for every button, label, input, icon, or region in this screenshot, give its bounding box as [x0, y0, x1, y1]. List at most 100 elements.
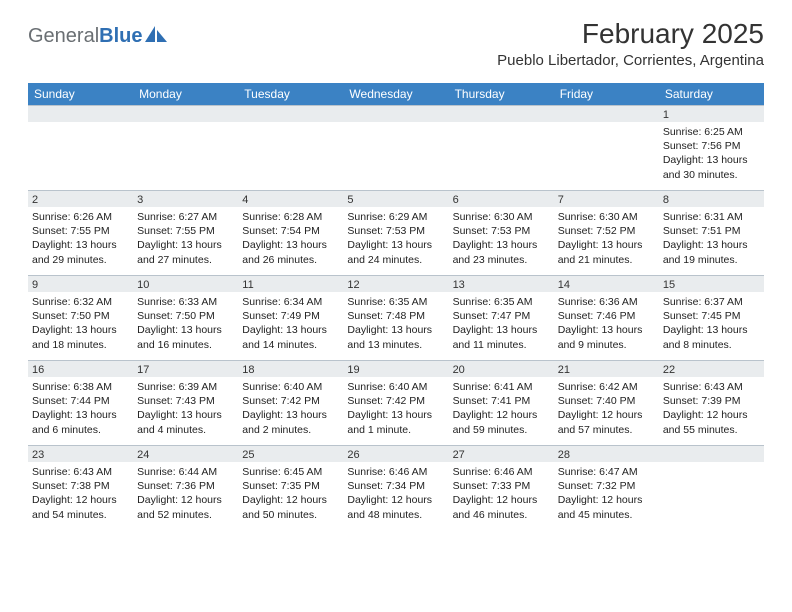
location: Pueblo Libertador, Corrientes, Argentina [497, 52, 764, 69]
daylight-text: Daylight: 13 hours and 9 minutes. [558, 323, 655, 351]
daylight-text: Daylight: 13 hours and 29 minutes. [32, 238, 129, 266]
day-cell: 4 Sunrise: 6:28 AMSunset: 7:54 PMDaylight… [238, 191, 343, 275]
day-cell: 24Sunrise: 6:44 AMSunset: 7:36 PMDayligh… [133, 446, 238, 530]
calendar: SundayMondayTuesdayWednesdayThursdayFrid… [28, 83, 764, 530]
sunrise-text: Sunrise: 6:40 AM [242, 380, 339, 394]
day-cell: 16Sunrise: 6:38 AMSunset: 7:44 PMDayligh… [28, 361, 133, 445]
sunrise-text: Sunrise: 6:29 AM [347, 210, 444, 224]
day-number: 28 [554, 446, 659, 462]
sunset-text: Sunset: 7:47 PM [453, 309, 550, 323]
day-number: 17 [133, 361, 238, 377]
sunrise-text: Sunrise: 6:30 AM [453, 210, 550, 224]
month-title: February 2025 [497, 18, 764, 50]
day-number: 14 [554, 276, 659, 292]
day-number: 9 [28, 276, 133, 292]
day-cell: 18Sunrise: 6:40 AMSunset: 7:42 PMDayligh… [238, 361, 343, 445]
day-number [343, 106, 448, 122]
day-cell: 3Sunrise: 6:27 AMSunset: 7:55 PMDaylight… [133, 191, 238, 275]
day-number: 19 [343, 361, 448, 377]
sunset-text: Sunset: 7:42 PM [242, 394, 339, 408]
day-number [133, 106, 238, 122]
day-number: 22 [659, 361, 764, 377]
daylight-text: Daylight: 13 hours and 2 minutes. [242, 408, 339, 436]
daylight-text: Daylight: 12 hours and 52 minutes. [137, 493, 234, 521]
week-row: 1Sunrise: 6:25 AMSunset: 7:56 PMDaylight… [28, 105, 764, 190]
sunset-text: Sunset: 7:55 PM [32, 224, 129, 238]
day-cell: 5Sunrise: 6:29 AMSunset: 7:53 PMDaylight… [343, 191, 448, 275]
sunset-text: Sunset: 7:35 PM [242, 479, 339, 493]
day-number [238, 106, 343, 122]
day-cell: 17Sunrise: 6:39 AMSunset: 7:43 PMDayligh… [133, 361, 238, 445]
weekday-header: Sunday [28, 83, 133, 105]
day-number: 25 [238, 446, 343, 462]
sunrise-text: Sunrise: 6:46 AM [347, 465, 444, 479]
day-cell: 14Sunrise: 6:36 AMSunset: 7:46 PMDayligh… [554, 276, 659, 360]
sunset-text: Sunset: 7:52 PM [558, 224, 655, 238]
day-number: 16 [28, 361, 133, 377]
day-number [449, 106, 554, 122]
daylight-text: Daylight: 13 hours and 16 minutes. [137, 323, 234, 351]
day-number [28, 106, 133, 122]
sunrise-text: Sunrise: 6:28 AM [242, 210, 339, 224]
sunrise-text: Sunrise: 6:42 AM [558, 380, 655, 394]
sunrise-text: Sunrise: 6:36 AM [558, 295, 655, 309]
logo-text-blue: Blue [99, 25, 142, 48]
weekday-header-row: SundayMondayTuesdayWednesdayThursdayFrid… [28, 83, 764, 105]
sunset-text: Sunset: 7:48 PM [347, 309, 444, 323]
sunrise-text: Sunrise: 6:46 AM [453, 465, 550, 479]
sunset-text: Sunset: 7:45 PM [663, 309, 760, 323]
day-number: 13 [449, 276, 554, 292]
daylight-text: Daylight: 12 hours and 45 minutes. [558, 493, 655, 521]
sunrise-text: Sunrise: 6:47 AM [558, 465, 655, 479]
sunset-text: Sunset: 7:51 PM [663, 224, 760, 238]
day-cell: 23Sunrise: 6:43 AMSunset: 7:38 PMDayligh… [28, 446, 133, 530]
sunrise-text: Sunrise: 6:30 AM [558, 210, 655, 224]
day-cell: 8Sunrise: 6:31 AMSunset: 7:51 PMDaylight… [659, 191, 764, 275]
daylight-text: Daylight: 13 hours and 21 minutes. [558, 238, 655, 266]
day-cell: 2 Sunrise: 6:26 AMSunset: 7:55 PMDaylight… [28, 191, 133, 275]
day-cell: 19Sunrise: 6:40 AMSunset: 7:42 PMDayligh… [343, 361, 448, 445]
sunset-text: Sunset: 7:49 PM [242, 309, 339, 323]
sunrise-text: Sunrise: 6:37 AM [663, 295, 760, 309]
daylight-text: Daylight: 12 hours and 54 minutes. [32, 493, 129, 521]
sunset-text: Sunset: 7:54 PM [242, 224, 339, 238]
logo-sail-icon [145, 24, 169, 49]
day-cell [554, 106, 659, 190]
daylight-text: Daylight: 13 hours and 18 minutes. [32, 323, 129, 351]
daylight-text: Daylight: 12 hours and 48 minutes. [347, 493, 444, 521]
sunrise-text: Sunrise: 6:39 AM [137, 380, 234, 394]
daylight-text: Daylight: 12 hours and 55 minutes. [663, 408, 760, 436]
sunrise-text: Sunrise: 6:43 AM [663, 380, 760, 394]
day-number: 1 [659, 106, 764, 122]
daylight-text: Daylight: 13 hours and 30 minutes. [663, 153, 760, 181]
day-cell: 13Sunrise: 6:35 AMSunset: 7:47 PMDayligh… [449, 276, 554, 360]
daylight-text: Daylight: 13 hours and 26 minutes. [242, 238, 339, 266]
weekday-header: Monday [133, 83, 238, 105]
weekday-header: Thursday [449, 83, 554, 105]
day-number: 2 [28, 191, 133, 207]
day-number: 4 [238, 191, 343, 207]
sunrise-text: Sunrise: 6:33 AM [137, 295, 234, 309]
sunrise-text: Sunrise: 6:26 AM [32, 210, 129, 224]
day-number: 27 [449, 446, 554, 462]
day-cell: 26Sunrise: 6:46 AMSunset: 7:34 PMDayligh… [343, 446, 448, 530]
day-cell: 25Sunrise: 6:45 AMSunset: 7:35 PMDayligh… [238, 446, 343, 530]
day-cell: 12Sunrise: 6:35 AMSunset: 7:48 PMDayligh… [343, 276, 448, 360]
day-number: 3 [133, 191, 238, 207]
sunrise-text: Sunrise: 6:38 AM [32, 380, 129, 394]
sunset-text: Sunset: 7:36 PM [137, 479, 234, 493]
sunset-text: Sunset: 7:55 PM [137, 224, 234, 238]
sunrise-text: Sunrise: 6:41 AM [453, 380, 550, 394]
day-number: 20 [449, 361, 554, 377]
week-row: 9Sunrise: 6:32 AMSunset: 7:50 PMDaylight… [28, 275, 764, 360]
daylight-text: Daylight: 13 hours and 1 minute. [347, 408, 444, 436]
day-cell: 11Sunrise: 6:34 AMSunset: 7:49 PMDayligh… [238, 276, 343, 360]
day-cell: 15Sunrise: 6:37 AMSunset: 7:45 PMDayligh… [659, 276, 764, 360]
day-cell [659, 446, 764, 530]
daylight-text: Daylight: 13 hours and 27 minutes. [137, 238, 234, 266]
day-number [554, 106, 659, 122]
sunset-text: Sunset: 7:42 PM [347, 394, 444, 408]
daylight-text: Daylight: 13 hours and 24 minutes. [347, 238, 444, 266]
logo-text-general: General [28, 25, 99, 48]
day-number: 5 [343, 191, 448, 207]
